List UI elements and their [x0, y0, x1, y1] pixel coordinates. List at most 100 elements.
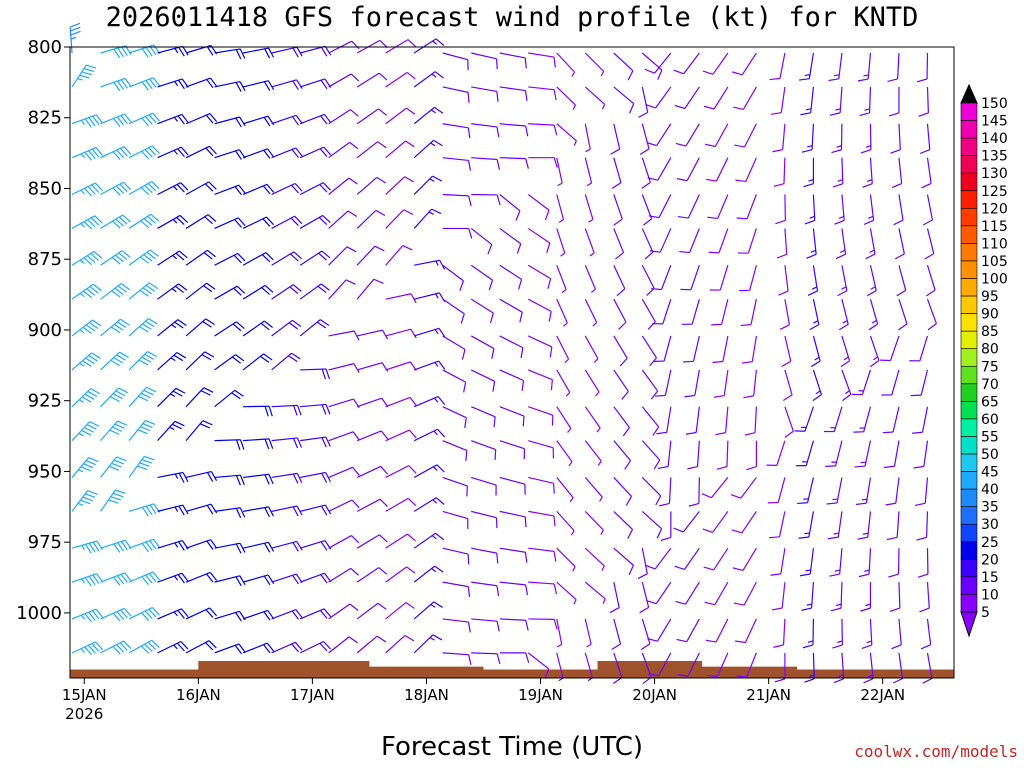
wind-barb [713, 369, 729, 398]
wind-barb [157, 319, 187, 337]
wind-barb [528, 335, 553, 358]
wind-barb [128, 419, 156, 442]
wind-barb [782, 369, 793, 402]
wind-barb [128, 503, 161, 517]
wind-barb [356, 209, 386, 229]
wind-barb [214, 48, 246, 60]
wind-barb [746, 440, 757, 471]
wind-barb [646, 581, 672, 605]
wind-barb [556, 194, 565, 223]
wind-barb [128, 213, 160, 229]
wind-barb [328, 177, 358, 195]
wind-barb [741, 335, 757, 364]
wind-barb [100, 77, 132, 92]
wind-barb [128, 571, 161, 586]
wind-barb [385, 71, 416, 88]
wind-barb [499, 86, 528, 101]
wind-barb [100, 387, 129, 408]
wind-barb [100, 456, 127, 478]
wind-barb [584, 510, 604, 535]
x-tick-label: 21JAN [746, 686, 791, 704]
wind-barb [328, 246, 357, 266]
wind-barb [442, 510, 469, 530]
wind-barb [414, 259, 446, 270]
wind-barb [888, 86, 900, 117]
wind-barb [705, 618, 729, 643]
wind-barb [214, 80, 246, 92]
wind-barb [641, 510, 663, 539]
colorbar-label: 85 [981, 324, 999, 340]
wind-barb [703, 86, 729, 110]
wind-barb [299, 640, 332, 654]
wind-barb [214, 474, 245, 486]
wind-barb [613, 298, 627, 330]
wind-barb [271, 472, 303, 484]
wind-barb [528, 547, 557, 562]
wind-barb [829, 548, 843, 577]
wind-barb [733, 86, 757, 111]
colorbar-label: 100 [981, 272, 1008, 288]
wind-barb [413, 139, 443, 159]
wind-barb [914, 477, 929, 507]
wind-barb [645, 547, 672, 570]
wind-barb [556, 52, 576, 77]
colorbar-label: 10 [981, 587, 999, 603]
wind-barb [584, 194, 594, 223]
wind-barb [299, 146, 332, 159]
wind-barb [807, 265, 819, 296]
wind-barb [677, 652, 700, 677]
wind-barb [706, 652, 729, 678]
wind-barb [471, 476, 497, 496]
wind-barb [647, 618, 672, 642]
wind-barb [328, 466, 360, 478]
y-tick-label: 875 [28, 249, 62, 270]
wind-barb [909, 335, 929, 362]
wind-barb [71, 490, 98, 512]
wind-barb [771, 582, 786, 611]
wind-barb [100, 351, 129, 371]
wind-barb [528, 440, 554, 459]
wind-barb [584, 52, 605, 77]
x-tick-label: 18JAN [404, 686, 449, 704]
wind-barb [613, 52, 634, 81]
wind-barb [499, 298, 523, 323]
wind-barb [385, 497, 417, 512]
wind-barb [711, 299, 729, 326]
wind-barb [271, 319, 302, 337]
wind-barb [641, 369, 659, 400]
colorbar-label: 150 [981, 96, 1008, 112]
wind-barb [157, 113, 189, 125]
wind-barb [499, 264, 523, 290]
wind-barb [157, 387, 186, 408]
wind-barb [299, 504, 332, 516]
wind-barb [242, 80, 275, 91]
wind-barb [703, 547, 729, 571]
wind-barb [734, 618, 757, 644]
wind-barb [242, 353, 273, 371]
colorbar-label: 90 [981, 307, 999, 323]
wind-barb [71, 215, 103, 230]
wind-barb [825, 440, 843, 467]
wind-barb [185, 387, 214, 408]
wind-barb [271, 284, 302, 300]
colorbar-label: 45 [981, 465, 999, 481]
wind-barb [442, 369, 467, 393]
colorbar-label: 130 [981, 166, 1008, 182]
wind-barb [657, 440, 672, 470]
wind-barb [684, 369, 700, 398]
wind-barb [556, 652, 564, 682]
wind-barb [688, 477, 700, 507]
wind-barb [837, 265, 848, 297]
colorbar-cell [960, 576, 978, 595]
plot-frame [69, 46, 955, 679]
wind-barb [71, 319, 102, 337]
wind-barb [471, 510, 498, 529]
wind-barb [889, 582, 901, 613]
wind-barb [556, 581, 577, 605]
wind-barb [613, 228, 625, 260]
x-tick-label: 22JAN [860, 686, 905, 704]
wind-barb [185, 181, 217, 196]
wind-barb [214, 439, 245, 450]
wind-barb [859, 86, 872, 117]
wind-barb [704, 123, 729, 148]
